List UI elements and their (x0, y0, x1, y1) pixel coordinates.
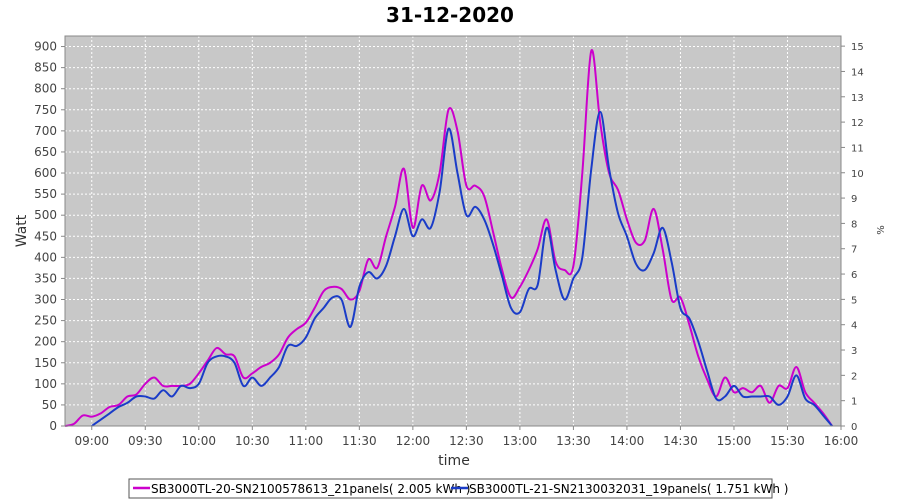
series-line-2 (91, 110, 833, 427)
x-tick-label: 11:00 (289, 434, 324, 448)
y2-tick-label: 1 (851, 397, 857, 408)
y2-tick-label: 3 (851, 346, 857, 357)
y-tick-label: 150 (34, 356, 57, 370)
x-tick-label: 14:00 (610, 434, 645, 448)
y-tick-label: 900 (34, 40, 57, 54)
y-tick-label: 100 (34, 377, 57, 391)
x-tick-label: 09:30 (128, 434, 163, 448)
x-tick-label: 13:30 (556, 434, 591, 448)
y-tick-label: 800 (34, 82, 57, 96)
y-tick-label: 50 (42, 398, 57, 412)
x-tick-label: 09:00 (74, 434, 109, 448)
x-tick-label: 15:00 (717, 434, 752, 448)
y-tick-label: 600 (34, 166, 57, 180)
series-layer (64, 49, 833, 427)
x-axis-label: time (438, 453, 470, 469)
legend-label-2: SB3000TL-21-SN2130032031_19panels( 1.751… (469, 482, 788, 496)
y-tick-label: 200 (34, 335, 57, 349)
x-axis: 09:00 09:30 10:00 10:30 11:00 11:30 12:00 12:30… (74, 426, 858, 448)
plot-border (64, 35, 842, 427)
y2-tick-label: 12 (851, 118, 864, 129)
legend-label-1: SB3000TL-20-SN2100578613_21panels( 2.005… (151, 482, 470, 496)
y2-tick-label: 15 (851, 42, 864, 53)
y-axis-label: Watt (14, 214, 30, 247)
y-tick-label: 400 (34, 250, 57, 264)
x-tick-label: 10:00 (181, 434, 216, 448)
y-tick-label: 300 (34, 293, 57, 307)
y2-tick-label: 13 (851, 93, 864, 104)
y2-tick-label: 6 (851, 270, 857, 281)
y-tick-label: 550 (34, 187, 57, 201)
y-tick-label: 700 (34, 124, 57, 138)
legend: SB3000TL-20-SN2100578613_21panels( 2.005… (128, 478, 788, 499)
y-tick-label: 850 (34, 61, 57, 75)
x-tick-label: 14:30 (663, 434, 698, 448)
y-tick-label: 750 (34, 103, 57, 117)
series-line-1 (64, 49, 833, 427)
legend-box (128, 478, 773, 499)
x-tick-label: 11:30 (342, 434, 377, 448)
y2-tick-label: 5 (851, 295, 857, 306)
x-tick-label: 12:00 (396, 434, 431, 448)
chart-title: 31-12-2020 (386, 3, 514, 27)
y2-tick-label: 8 (851, 219, 857, 230)
x-tick-label: 12:30 (449, 434, 484, 448)
y-tick-label: 650 (34, 145, 57, 159)
y2-axis-label: % (876, 225, 887, 235)
y2-tick-label: 9 (851, 194, 857, 205)
y2-tick-label: 10 (851, 169, 864, 180)
y-tick-label: 0 (49, 419, 57, 433)
y2-tick-label: 0 (851, 422, 857, 433)
x-tick-label: 16:00 (824, 434, 859, 448)
y-tick-label: 350 (34, 271, 57, 285)
y2-tick-label: 11 (851, 143, 864, 154)
left-axis: 0 50 100 150 200 250 300 350 400 450 500 550 600 650 7… (34, 40, 65, 433)
plot-background (65, 36, 841, 426)
y2-tick-label: 7 (851, 245, 857, 256)
y-tick-label: 450 (34, 229, 57, 243)
y-tick-label: 250 (34, 314, 57, 328)
y2-tick-label: 2 (851, 371, 857, 382)
x-tick-label: 15:30 (770, 434, 805, 448)
y2-tick-label: 14 (851, 67, 864, 78)
x-tick-label: 13:00 (503, 434, 538, 448)
x-tick-label: 10:30 (235, 434, 270, 448)
y2-tick-label: 4 (851, 321, 857, 332)
y-tick-label: 500 (34, 208, 57, 222)
